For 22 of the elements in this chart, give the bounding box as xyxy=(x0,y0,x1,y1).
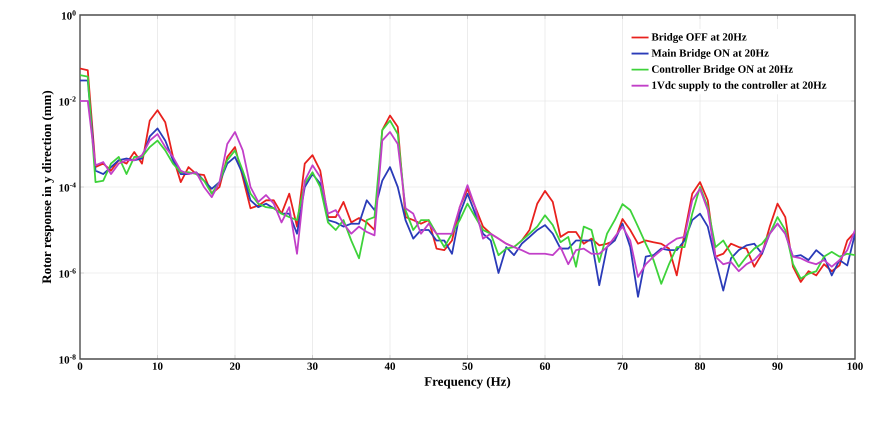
x-tick-label: 70 xyxy=(618,362,628,370)
x-tick-label: 100 xyxy=(848,362,863,370)
legend-label: Bridge OFF at 20Hz xyxy=(652,32,746,43)
y-axis-title: Rotor response in y direction (mm) xyxy=(42,90,54,284)
y-tick-label: 10$^{-8}$ xyxy=(60,354,76,364)
x-tick-label: 10 xyxy=(152,362,163,370)
y-tick-label: 10$^{-4}$ xyxy=(60,182,76,192)
x-tick-label: 40 xyxy=(384,362,396,370)
y-tick-label: 10$^{-2}$ xyxy=(60,96,76,106)
y-tick-label: 10$^{-6}$ xyxy=(60,268,76,278)
x-tick-label: 20 xyxy=(230,362,240,370)
x-tick-label: 60 xyxy=(540,362,550,370)
x-tick-label: 50 xyxy=(462,362,473,370)
legend-label: Main Bridge ON at 20Hz xyxy=(652,49,769,60)
y-tick-label: 10$^{0}$ xyxy=(62,10,76,20)
legend-label: 1Vdc supply to the controller at 20Hz xyxy=(652,81,826,92)
x-tick-label: 90 xyxy=(772,362,783,370)
x-tick-label: 80 xyxy=(694,362,706,370)
x-tick-label: 0 xyxy=(78,362,82,370)
x-tick-label: 30 xyxy=(307,362,318,370)
x-axis-title: Frequency (Hz) xyxy=(424,376,510,389)
legend-label: Controller Bridge ON at 20Hz xyxy=(652,65,793,76)
